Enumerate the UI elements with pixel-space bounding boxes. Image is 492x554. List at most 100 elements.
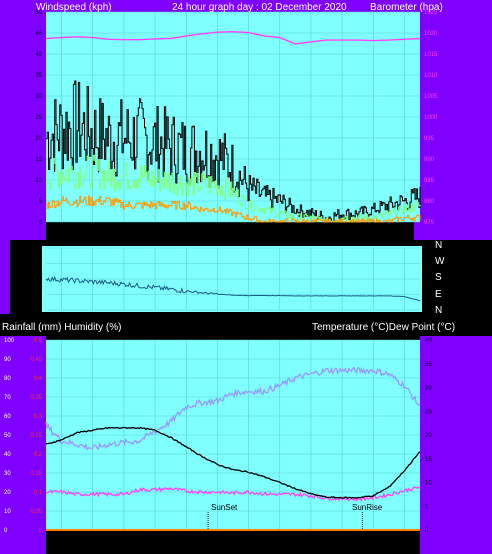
temperature-tick-label: 15 (425, 457, 432, 463)
temperature-tick-label: 30 (425, 386, 432, 392)
temp-x-tick-label: 23 (244, 538, 254, 548)
humidity-tick-label: 70 (4, 395, 11, 401)
barometer-tick-label: 1025 (424, 10, 438, 16)
temperature-tick-label: 10 (425, 481, 432, 487)
wind-panel-right-bg (414, 0, 492, 240)
temp-x-tick-label: 11 (57, 538, 66, 548)
rain-humidity-axis-label: Rainfall (mm) Humidity (%) (2, 322, 121, 333)
rainfall-tick-label: 0.05 (30, 509, 42, 515)
humidity-tick-label: 100 (4, 338, 15, 344)
temp-x-tick-label: 19 (181, 538, 191, 548)
temp-x-tick-label: 07 (368, 538, 378, 548)
barometer-tick-label: 1005 (424, 94, 438, 100)
temp-series (45, 366, 421, 531)
dir-series (45, 275, 421, 302)
wind-series (45, 30, 421, 223)
windspeed-tick-label: 25 (35, 115, 42, 121)
temp-panel-left-bg (0, 336, 46, 554)
barometer-tick-label: 1020 (424, 31, 438, 37)
temperature-tick-label: 20 (425, 433, 432, 439)
dir-label-e: E (435, 289, 442, 300)
dir-label-w: W (435, 256, 445, 267)
barometer-tick-label: 975 (424, 220, 435, 226)
temp-grid (46, 339, 420, 531)
chart-title: 24 hour graph day : 02 December 2020 (172, 2, 347, 13)
humidity-tick-label: 90 (4, 357, 11, 363)
barometer-tick-label: 1015 (424, 52, 438, 58)
humidity-tick-label: 40 (4, 452, 11, 458)
wind-x-tick-label: 15 (119, 232, 129, 242)
wind-panel-top-bg (0, 0, 492, 12)
humidity-tick-label: 10 (4, 509, 11, 515)
humidity-tick-label: 80 (4, 376, 11, 382)
barometer-tick-label: 980 (424, 199, 435, 205)
dir-label-n-top: N (435, 240, 442, 251)
rainfall-tick-label: 0.25 (30, 433, 42, 439)
temp-panel-right-bg (420, 336, 492, 554)
wind-x-tick-label: 13 (88, 232, 98, 242)
axes: 0510152025303540455097598098599099510001… (4, 10, 438, 548)
windspeed-tick-label: 50 (35, 10, 42, 16)
humidity-line (45, 366, 421, 451)
temp-x-tick-label: 15 (119, 538, 129, 548)
rainfall-tick-label: 0.3 (34, 414, 43, 420)
wind-x-tick-label: 11 (57, 232, 66, 242)
humidity-tick-label: 50 (4, 433, 11, 439)
temperature-line (45, 426, 421, 499)
rainfall-tick-label: 0.5 (34, 338, 43, 344)
rainfall-tick-label: 0.1 (34, 490, 43, 496)
wind-x-tick-label: 23 (244, 232, 254, 242)
temp-x-tick-label: 13 (88, 538, 98, 548)
temp-x-tick-label: 09 (399, 538, 409, 548)
rainfall-tick-label: 0.4 (34, 376, 43, 382)
windspeed-tick-label: 30 (35, 94, 42, 100)
rainfall-tick-label: 0.45 (30, 357, 42, 363)
humidity-tick-label: 20 (4, 490, 11, 496)
windspeed-tick-label: 0 (39, 220, 43, 226)
windspeed-tick-label: 5 (39, 199, 43, 205)
wind-panel-left-bg (0, 0, 46, 240)
wind-direction-line (45, 275, 421, 302)
temp-x-tick-label: 01 (275, 538, 285, 548)
temp-x-tick-label: 21 (212, 538, 222, 548)
windspeed-tick-label: 15 (35, 157, 42, 163)
barometer-tick-label: 990 (424, 157, 435, 163)
wind-x-tick-label: 07 (368, 232, 378, 242)
humidity-tick-label: 60 (4, 414, 11, 420)
windspeed-tick-label: 20 (35, 136, 42, 142)
temp-x-tick-label: 03 (306, 538, 316, 548)
wind-x-tick-label: 19 (181, 232, 191, 242)
wind-x-tick-label: 01 (275, 232, 285, 242)
barometer-tick-label: 995 (424, 136, 435, 142)
windspeed-axis-label: Windspeed (kph) (36, 2, 112, 13)
humidity-tick-label: 30 (4, 471, 11, 477)
temp-x-tick-label: 05 (337, 538, 347, 548)
temperature-tick-label: 25 (425, 409, 432, 415)
wind-x-tick-label: 03 (306, 232, 316, 242)
rainfall-tick-label: 0.35 (30, 395, 42, 401)
dir-panel-bg (0, 240, 10, 314)
dir-label-n-bottom: N (435, 305, 442, 316)
temperature-tick-label: 5 (425, 504, 429, 510)
sunset-label: SunSet (211, 503, 238, 512)
barometer-line (45, 30, 421, 45)
humidity-tick-label: 0 (4, 528, 8, 534)
windspeed-tick-label: 40 (35, 52, 42, 58)
wind-lull-line (46, 195, 421, 223)
dir-grid (46, 247, 420, 311)
windspeed-tick-label: 35 (35, 73, 42, 79)
temperature-tick-label: 35 (425, 362, 432, 368)
temperature-axis-label: Temperature (°C)Dew Point (°C) (312, 322, 455, 333)
temp-x-tick-label: 17 (150, 538, 160, 548)
rainfall-tick-label: 0.15 (30, 471, 42, 477)
windspeed-tick-label: 10 (35, 178, 42, 184)
temperature-tick-label: 40 (425, 338, 432, 344)
windspeed-tick-label: 45 (35, 31, 42, 37)
barometer-tick-label: 1010 (424, 73, 438, 79)
wind-x-tick-label: 09 (399, 232, 409, 242)
sunrise-label: SunRise (352, 503, 383, 512)
wind-x-tick-label: 05 (337, 232, 347, 242)
wind-x-tick-label: 21 (212, 232, 222, 242)
wind-x-tick-label: 17 (150, 232, 160, 242)
